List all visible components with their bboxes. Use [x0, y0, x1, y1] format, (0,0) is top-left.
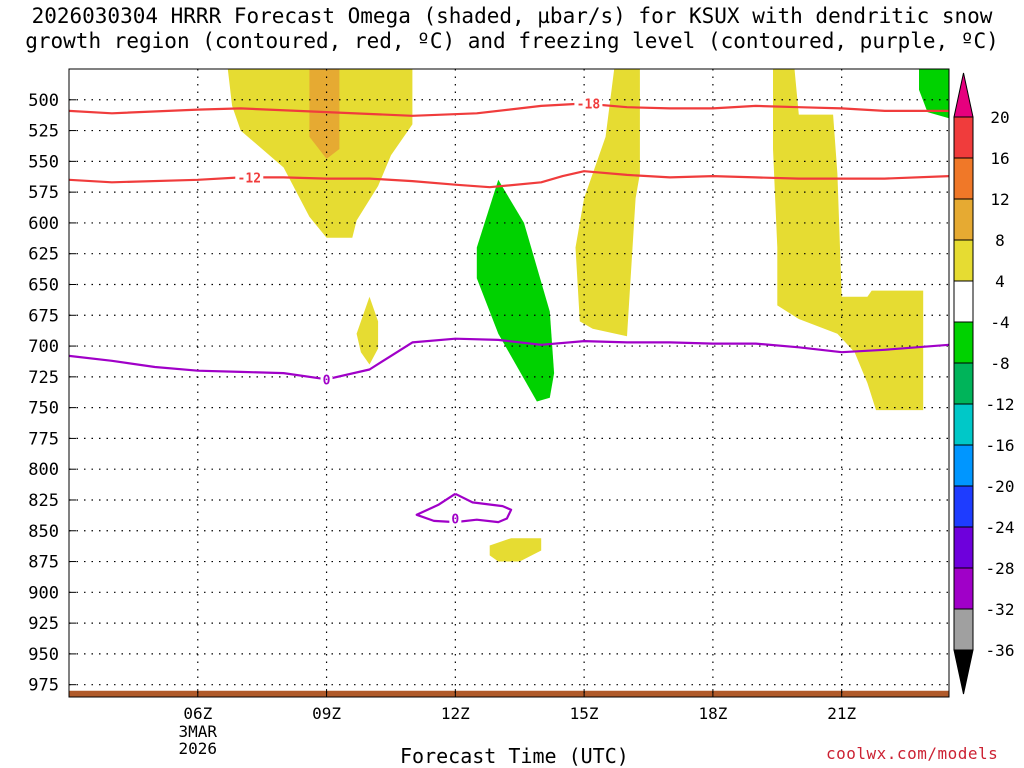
colorbar-label-12: -12 [986, 395, 1015, 414]
colorbar-bin-28-to-24 [953, 526, 974, 569]
colorbar-bin-20-to-16 [953, 444, 974, 487]
chart-title: 2026030304 HRRR Forecast Omega (shaded, … [0, 4, 1024, 54]
y-tick-label-675: 675 [28, 306, 59, 326]
colorbar-bin-4-to-4 [953, 280, 974, 323]
shaded-upward-motion-1530z [575, 69, 640, 337]
date-label-1: 2026 [179, 739, 218, 758]
colorbar-label-20: 20 [990, 108, 1009, 127]
colorbar-bin-24-to-20 [953, 485, 974, 528]
colorbar-label-28: -28 [986, 559, 1015, 578]
y-tick-label-500: 500 [28, 91, 59, 111]
colorbar-bin-16-to-20 [953, 116, 974, 159]
colorbar-bin-12-to-16 [953, 157, 974, 200]
omega-shading-layer [69, 69, 949, 697]
y-tick-label-950: 950 [28, 645, 59, 665]
contour-dgz-minus-18 [69, 102, 949, 117]
colorbar-under-arrow [953, 649, 974, 695]
x-tick-label-09z: 09Z [312, 704, 341, 723]
shaded-downward-motion-2230z-top [919, 69, 949, 119]
colorbar-label-20: -20 [986, 477, 1015, 496]
colorbar-label-36: -36 [986, 641, 1015, 660]
contour-label-bg-freezing-level [320, 372, 333, 387]
y-axis: 500 525 550 575 600 625 650 675 700 725 750 775 800 8… [28, 91, 76, 696]
colorbar-bin-32-to-28 [953, 567, 974, 610]
plot-frame [68, 68, 950, 698]
site-credit[interactable]: coolwx.com/models [826, 744, 999, 763]
y-tick-label-700: 700 [28, 337, 59, 357]
colorbar: 20 16 12 8 4 -4 -8 -12 -16 -20 -24 -28 -32 -36 [953, 72, 1015, 695]
contour-label-bg-freezing-level-low-loop [449, 511, 462, 526]
y-tick-label-725: 725 [28, 368, 59, 388]
y-tick-label-975: 975 [28, 676, 59, 696]
colorbar-label-4: 4 [995, 272, 1005, 291]
contour-label-bg-dgz-minus-18 [574, 96, 603, 111]
colorbar-label-8: -8 [990, 354, 1009, 373]
y-tick-label-525: 525 [28, 122, 59, 142]
contour-label-freezing-level-low-loop: 0 [451, 512, 459, 527]
shaded-upward-motion-1000z-small [356, 296, 379, 365]
shaded-downward-motion-1300z [476, 179, 555, 402]
shaded-upward-motion-0900z-core [309, 69, 340, 159]
x-tick-label-15z: 15Z [570, 704, 599, 723]
date-label-0: 3MAR [179, 722, 218, 741]
colorbar-label-24: -24 [986, 518, 1015, 537]
colorbar-over-arrow [953, 72, 974, 118]
shaded-upward-motion-2000z [773, 69, 924, 411]
chart-title-line1: 2026030304 HRRR Forecast Omega (shaded, … [31, 4, 993, 28]
x-axis-title: Forecast Time (UTC) [400, 744, 629, 768]
colorbar-label-4: -4 [990, 313, 1009, 332]
shaded-upward-motion-0730z-upper [227, 69, 413, 238]
shaded-terrain-surface [69, 690, 949, 697]
y-tick-label-800: 800 [28, 460, 59, 480]
colorbar-label-32: -32 [986, 600, 1015, 619]
y-tick-label-550: 550 [28, 152, 59, 172]
y-tick-label-575: 575 [28, 183, 59, 203]
contour-label-bg-dgz-minus-12 [235, 170, 264, 185]
x-tick-label-21z: 21Z [827, 704, 856, 723]
colorbar-label-12: 12 [990, 190, 1009, 209]
y-tick-label-650: 650 [28, 275, 59, 295]
y-tick-label-775: 775 [28, 429, 59, 449]
y-tick-label-875: 875 [28, 553, 59, 573]
colorbar-bin-8-to-4 [953, 321, 974, 364]
y-tick-label-900: 900 [28, 583, 59, 603]
x-tick-label-18z: 18Z [698, 704, 727, 723]
contour-freezing-level [69, 337, 949, 381]
contour-label-dgz-minus-18: -18 [577, 97, 601, 112]
y-tick-label-750: 750 [28, 399, 59, 419]
colorbar-bin-4-to-8 [953, 239, 974, 282]
y-tick-label-925: 925 [28, 614, 59, 634]
contour-label-dgz-minus-12: -12 [238, 171, 261, 186]
contour-freezing-level-low-loop [415, 492, 513, 524]
colorbar-label-8: 8 [995, 231, 1005, 250]
colorbar-bin-36-to-32 [953, 608, 974, 651]
y-tick-label-625: 625 [28, 245, 59, 265]
y-tick-label-850: 850 [28, 522, 59, 542]
colorbar-label-16: -16 [986, 436, 1015, 455]
x-tick-label-12z: 12Z [441, 704, 470, 723]
colorbar-bin-16-to-12 [953, 403, 974, 446]
contour-label-freezing-level: 0 [323, 373, 331, 388]
colorbar-bin-12-to-8 [953, 362, 974, 405]
colorbar-label-16: 16 [990, 149, 1009, 168]
contour-layer: -18 -12 0 0 [69, 96, 949, 527]
shaded-upward-motion-1300z-low [489, 538, 542, 562]
y-tick-label-600: 600 [28, 214, 59, 234]
colorbar-bin-8-to-12 [953, 198, 974, 241]
x-tick-label-06z: 06Z [183, 704, 212, 723]
y-tick-label-825: 825 [28, 491, 59, 511]
chart-title-line2: growth region (contoured, red, ºC) and f… [25, 29, 999, 53]
